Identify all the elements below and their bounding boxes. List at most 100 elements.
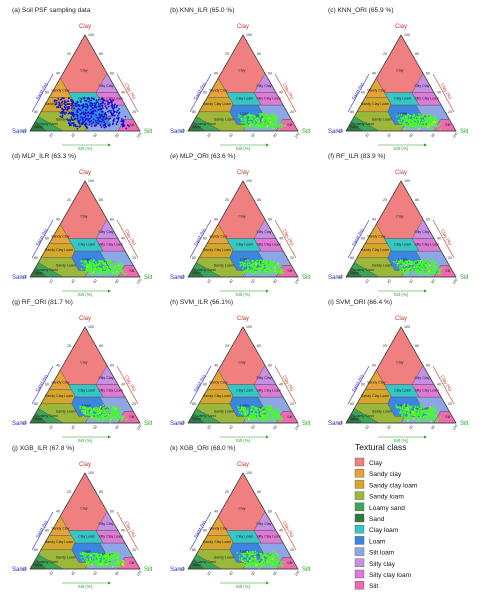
data-point (90, 416, 93, 419)
data-point (272, 414, 275, 416)
data-point (281, 123, 283, 126)
data-point (109, 98, 112, 101)
data-point (242, 554, 245, 556)
data-point (260, 267, 263, 269)
data-point (101, 561, 104, 563)
data-point (265, 407, 268, 410)
data-point (270, 565, 273, 568)
data-point (77, 107, 80, 110)
tick-label: 80 (99, 344, 103, 348)
class-label: Sandy Loam (56, 117, 76, 121)
data-point (104, 563, 106, 566)
data-point (110, 101, 113, 104)
data-point (273, 416, 276, 419)
data-point (405, 125, 408, 128)
data-point (249, 263, 252, 266)
axis-arrow-sand (189, 365, 212, 405)
data-point (88, 120, 91, 123)
data-point (422, 115, 425, 117)
data-point (71, 106, 73, 108)
data-point (432, 128, 435, 131)
data-point (276, 271, 279, 274)
data-point (101, 417, 104, 420)
data-point (256, 412, 259, 415)
data-point (113, 410, 115, 413)
data-point (423, 261, 425, 264)
data-point (95, 553, 98, 555)
class-label: Sandy Clay Loam (361, 394, 389, 398)
data-point (85, 125, 87, 128)
tick-label: 20 (364, 279, 370, 285)
axis-title-silt: Silt (%) (78, 146, 93, 151)
data-point (120, 419, 123, 422)
data-point (255, 117, 257, 120)
data-point (417, 410, 420, 413)
class-label: Clay Loam (394, 388, 411, 392)
tick-label: 40 (279, 91, 283, 95)
data-point (414, 406, 417, 408)
data-point (254, 119, 256, 121)
data-point (109, 259, 112, 262)
data-point (276, 559, 279, 562)
data-point (109, 421, 112, 424)
data-point (427, 270, 430, 273)
data-point (273, 551, 276, 553)
data-point (79, 119, 82, 121)
data-point (58, 104, 61, 107)
data-point (107, 554, 110, 556)
data-point (80, 98, 83, 100)
data-point (429, 116, 432, 119)
corner-label-silt: Silt (302, 421, 311, 427)
data-point (84, 407, 86, 410)
data-point (408, 115, 411, 118)
data-point (436, 417, 439, 420)
tick-label: 20 (132, 548, 136, 552)
data-point (122, 120, 125, 123)
data-point (80, 268, 83, 270)
data-point (122, 272, 124, 274)
data-point (405, 272, 408, 275)
data-point (244, 120, 247, 123)
data-point (401, 414, 404, 417)
data-point (102, 101, 105, 104)
data-point (81, 553, 84, 556)
data-point (421, 262, 423, 265)
data-point (242, 267, 244, 270)
tick-label: 20 (364, 425, 370, 431)
tick-label: 60 (203, 237, 207, 241)
class-label: Silty Clay Loam (414, 96, 439, 100)
data-point (110, 112, 113, 115)
data-point (109, 555, 111, 557)
class-label: Silty Clay (98, 522, 113, 526)
data-point (64, 103, 67, 106)
class-label: Loamy Sand (38, 268, 58, 272)
data-point (125, 273, 127, 275)
data-point (265, 267, 268, 269)
data-point (428, 274, 430, 276)
tick-label: 80 (272, 571, 278, 577)
data-point (70, 104, 73, 107)
data-point (66, 106, 68, 109)
tick-label: 60 (426, 71, 430, 75)
class-label: Silt (287, 269, 292, 273)
axis-title-silt: Silt (%) (236, 146, 251, 151)
data-point (82, 111, 84, 113)
class-label: Silt (129, 269, 134, 273)
data-point (275, 561, 277, 564)
data-point (258, 272, 261, 275)
data-point (101, 97, 104, 100)
class-label: Silty Clay (256, 230, 271, 234)
data-point (266, 415, 269, 418)
data-point (93, 102, 96, 105)
data-point (102, 407, 104, 410)
data-point (254, 416, 256, 419)
axis-title-silt: Silt (%) (394, 292, 409, 297)
data-point (108, 109, 111, 112)
data-point (88, 261, 91, 264)
data-point (244, 259, 247, 262)
data-point (429, 420, 432, 423)
legend-swatch (354, 491, 365, 500)
data-point (116, 105, 118, 107)
